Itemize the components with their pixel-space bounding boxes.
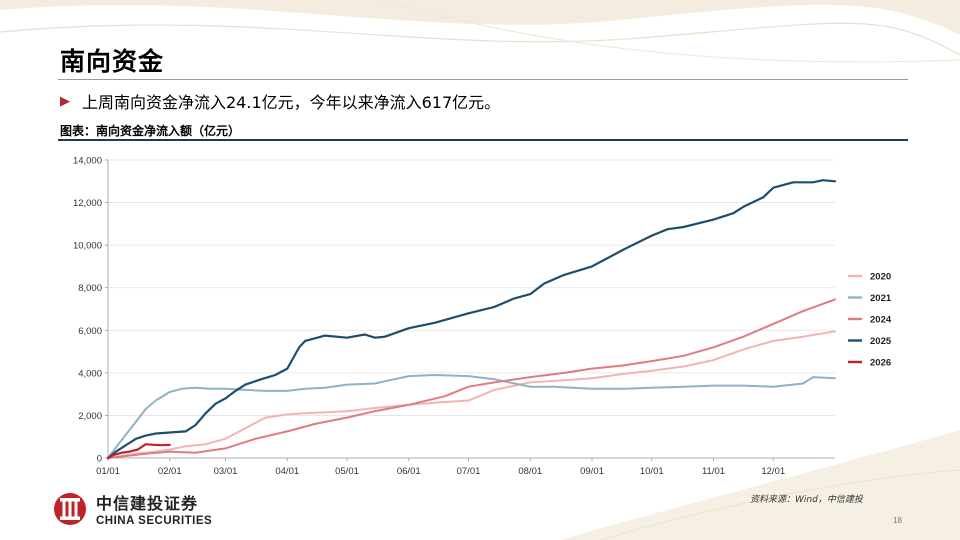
legend-label: 2026 (870, 358, 891, 369)
summary-text: 上周南向资金净流入24.1亿元，今年以来净流入617亿元。 (82, 93, 501, 112)
series-line-2024 (107, 298, 836, 459)
y-tick-label: 8,000 (78, 283, 102, 294)
legend-item-2024: 2024 (848, 315, 892, 326)
x-tick-label: 04/01 (275, 466, 299, 477)
series-line-2020 (107, 330, 836, 459)
x-tick-label: 06/01 (397, 466, 421, 477)
citic-emblem-icon (54, 492, 86, 525)
page-number: 18 (893, 516, 902, 525)
y-tick-label: 2,000 (78, 411, 102, 422)
series-line-2021 (107, 374, 836, 459)
logo-name-en: CHINA SECURITIES (96, 515, 213, 527)
series-line-2026 (106, 443, 171, 460)
x-axis: 01/01 02/01 03/01 04/01 05/01 06/01 07/01 08/01… (96, 457, 835, 477)
x-tick-label: 08/01 (518, 466, 542, 477)
legend-label: 2024 (870, 315, 892, 326)
y-tick-label: 10,000 (73, 241, 102, 252)
legend-item-2026: 2026 (848, 358, 891, 369)
legend-label: 2021 (870, 293, 892, 304)
southbound-flow-chart: 02,0004,0006,0008,00010,00012,00014,000 … (73, 156, 892, 478)
y-tick-label: 12,000 (73, 198, 102, 209)
y-tick-label: 0 (97, 454, 102, 465)
chart-caption: 图表：南向资金净流入额（亿元） (60, 124, 241, 138)
title-divider (58, 79, 908, 80)
legend-label: 2025 (870, 336, 892, 347)
x-tick-label: 10/01 (640, 466, 664, 477)
y-tick-label: 6,000 (78, 326, 102, 337)
legend-item-2020: 2020 (848, 272, 891, 283)
x-tick-label: 03/01 (214, 466, 238, 477)
bullet-arrow-icon: ▶ (60, 93, 70, 109)
source-note: 资料来源：Wind，中信建投 (750, 495, 863, 505)
logo-name-cn: 中信建投证券 (96, 494, 199, 513)
x-tick-label: 09/01 (580, 466, 604, 477)
chart-legend: 2020 2021 2024 2025 2026 (848, 272, 892, 369)
chart-grid (108, 159, 835, 459)
company-logo: 中信建投证券 CHINA SECURITIES (52, 490, 212, 527)
x-tick-label: 05/01 (335, 466, 359, 477)
legend-item-2025: 2025 (848, 336, 892, 347)
caption-divider (58, 139, 908, 141)
x-tick-label: 01/01 (96, 466, 120, 477)
y-tick-label: 14,000 (73, 156, 102, 167)
y-axis: 0 2,000 4,000 6,000 8,000 10,000 12,000 14,000 (73, 156, 109, 465)
x-tick-label: 12/01 (761, 466, 785, 477)
summary-bullet: ▶ 上周南向资金净流入24.1亿元，今年以来净流入617亿元。 (60, 89, 500, 113)
legend-item-2021: 2021 (848, 293, 892, 304)
series-line-2025 (106, 179, 837, 460)
page-title: 南向资金 (60, 47, 165, 76)
y-tick-label: 4,000 (78, 368, 102, 379)
legend-label: 2020 (870, 272, 891, 283)
x-tick-label: 11/01 (702, 466, 725, 477)
x-tick-label: 02/01 (158, 466, 182, 477)
x-tick-label: 07/01 (457, 466, 481, 477)
series-lines (106, 179, 837, 460)
